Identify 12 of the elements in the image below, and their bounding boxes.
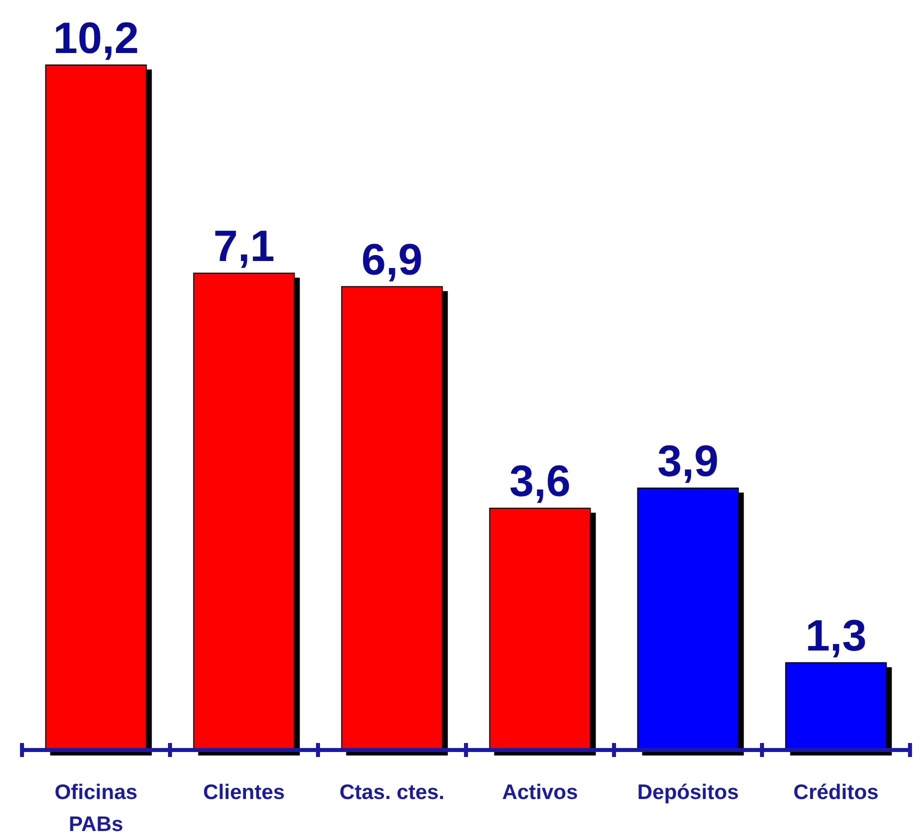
data-label: 7,1: [213, 222, 275, 272]
data-label: 3,9: [657, 437, 719, 486]
x-tick-label: Créditos: [793, 781, 879, 804]
x-tick-label: Activos: [502, 781, 578, 804]
data-label: 1,3: [805, 612, 867, 661]
x-tick-label: Ctas. ctes.: [339, 781, 445, 804]
data-label: 3,6: [509, 457, 571, 506]
x-tick-label: Clientes: [203, 781, 285, 804]
data-label: 10,2: [53, 14, 139, 63]
x-tick-label: Oficinas PABs: [54, 781, 138, 835]
x-tick-label: Depósitos: [637, 781, 739, 804]
data-label: 6,9: [361, 236, 423, 285]
